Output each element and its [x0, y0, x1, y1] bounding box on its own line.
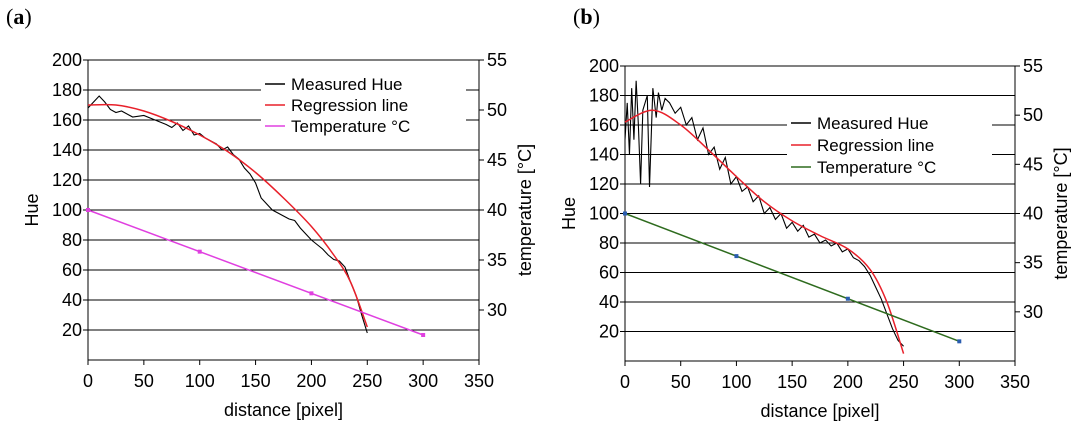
y-tick-label: 20	[62, 320, 82, 340]
y2-axis-title: temperature [°C]	[1051, 147, 1071, 279]
legend-bg	[261, 116, 466, 136]
legend-label: Regression line	[817, 136, 934, 155]
y-tick-label: 200	[589, 56, 619, 76]
chart-panel-a: (a) 0 50 100 150 200 250 300 350 20 40 60 80 100 120 14…	[6, 4, 535, 420]
series-temperature-c	[623, 211, 962, 344]
legend-bg	[787, 113, 992, 133]
y-tick-label: 40	[62, 290, 82, 310]
y2-tick-label: 50	[487, 100, 507, 120]
x-tick-label: 50	[671, 372, 691, 392]
y-tick-label: 20	[599, 322, 619, 342]
x-tick-label: 350	[464, 371, 494, 391]
y2-tick-label: 30	[487, 300, 507, 320]
series-line	[624, 109, 905, 354]
x-tick-label: 50	[134, 371, 154, 391]
y-tick-label: 100	[589, 204, 619, 224]
series-line	[87, 103, 368, 328]
series-regression-line	[624, 109, 905, 354]
y-tick-label: 160	[52, 110, 82, 130]
x-tick-label: 0	[620, 372, 630, 392]
y-tick-label: 180	[52, 80, 82, 100]
y-tick-label: 40	[599, 292, 619, 312]
legend-label: Temperature °C	[817, 158, 936, 177]
x-tick-label: 150	[241, 371, 271, 391]
gridlines	[625, 65, 1015, 332]
y-tick-label: 80	[599, 233, 619, 253]
x-axis-title: distance [pixel]	[224, 400, 343, 420]
y2-tick-label: 35	[487, 250, 507, 270]
y2-tick-label: 30	[1023, 302, 1043, 322]
legend-label: Regression line	[291, 96, 408, 115]
chart-panel-b: (b) 0 50 100 150 200 250 300 350 20 40 60 80 100 120 14…	[559, 4, 1071, 421]
panel-label: (b)	[573, 4, 600, 29]
data-point	[845, 296, 850, 301]
x-tick-label: 0	[83, 371, 93, 391]
y-axis-title: Hue	[22, 193, 42, 226]
x-tick-label: 200	[296, 371, 326, 391]
series-line	[87, 209, 424, 336]
y2-tick-label: 35	[1023, 253, 1043, 273]
y-tick-label: 60	[599, 263, 619, 283]
y2-tick-label: 45	[487, 150, 507, 170]
legend-bg	[261, 74, 466, 94]
legend-label: Measured Hue	[817, 114, 929, 133]
legend: Measured Hue Regression line Temperature °…	[261, 74, 466, 136]
x-tick-label: 250	[352, 371, 382, 391]
panel-label: (a)	[6, 4, 32, 29]
panel-letter: a	[13, 4, 24, 29]
y-tick-label: 200	[52, 50, 82, 70]
y2-tick-label: 50	[1023, 105, 1043, 125]
legend-bg	[261, 95, 466, 115]
x-tick-label: 150	[777, 372, 807, 392]
series-temperature-c	[86, 208, 426, 337]
x-axis-title: distance [pixel]	[760, 401, 879, 421]
x-tick-label: 350	[1000, 372, 1030, 392]
data-point	[957, 339, 962, 344]
series-line	[624, 212, 960, 343]
legend: Measured Hue Regression line Temperature °…	[787, 113, 992, 177]
legend-label: Temperature °C	[291, 117, 410, 136]
y-tick-label: 100	[52, 200, 82, 220]
data-point	[309, 291, 314, 296]
y2-tick-label: 40	[1023, 204, 1043, 224]
x-tick-label: 300	[944, 372, 974, 392]
legend-label: Measured Hue	[291, 75, 403, 94]
y-tick-label: 80	[62, 230, 82, 250]
y-tick-label: 160	[589, 115, 619, 135]
x-tick-label: 100	[721, 372, 751, 392]
y-tick-label: 180	[589, 86, 619, 106]
y-tick-label: 140	[52, 140, 82, 160]
y-tick-label: 120	[589, 174, 619, 194]
y2-tick-label: 45	[1023, 154, 1043, 174]
x-tick-label: 200	[833, 372, 863, 392]
y2-axis-title: temperature [°C]	[515, 144, 535, 276]
x-tick-label: 250	[889, 372, 919, 392]
y-tick-label: 140	[589, 145, 619, 165]
y2-tick-label: 55	[1023, 56, 1043, 76]
y-axis-title: Hue	[559, 197, 579, 230]
legend-bg	[787, 135, 992, 155]
data-point	[197, 249, 202, 254]
y2-tick-label: 40	[487, 200, 507, 220]
y-tick-label: 60	[62, 260, 82, 280]
data-point	[734, 254, 739, 259]
panel-letter: b	[580, 4, 592, 29]
data-point	[623, 211, 627, 216]
x-tick-label: 100	[185, 371, 215, 391]
y-tick-label: 120	[52, 170, 82, 190]
data-point	[421, 333, 426, 337]
legend-bg	[787, 157, 992, 177]
series-regression-line	[87, 103, 368, 328]
y2-tick-label: 55	[487, 50, 507, 70]
data-point	[86, 208, 90, 212]
x-tick-label: 300	[408, 371, 438, 391]
